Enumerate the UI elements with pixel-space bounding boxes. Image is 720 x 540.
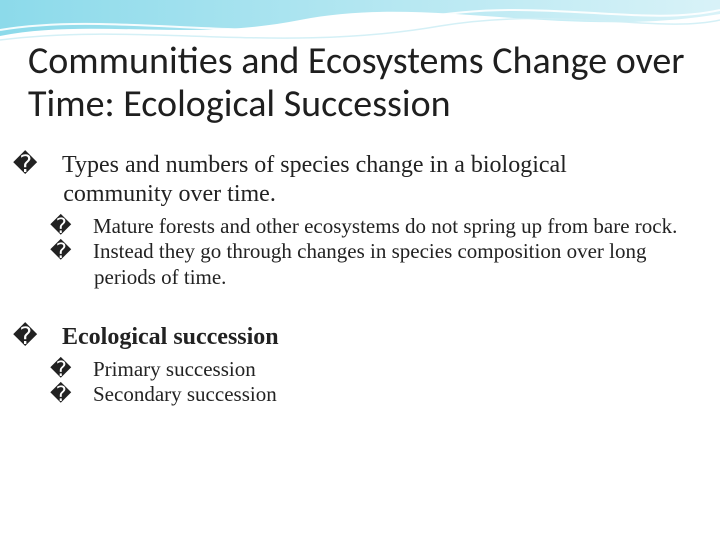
slide-title: Communities and Ecosystems Change over T… xyxy=(28,40,692,125)
body-content: �Types and numbers of species change in … xyxy=(38,150,682,408)
bullet-text: Secondary succession xyxy=(93,382,277,406)
bullet-text: Ecological succession xyxy=(62,324,279,350)
bullet-level1: �Types and numbers of species change in … xyxy=(38,150,682,210)
bullet-level2: �Secondary succession xyxy=(72,382,682,408)
square-bullet-icon: � xyxy=(72,214,93,240)
bullet-level1: �Ecological succession xyxy=(38,322,682,352)
bullet-text: Instead they go through changes in speci… xyxy=(93,239,646,289)
bullet-text: Mature forests and other ecosystems do n… xyxy=(93,214,677,238)
bullet-text: Primary succession xyxy=(93,357,256,381)
bullet-level2: �Mature forests and other ecosystems do … xyxy=(72,214,682,240)
square-bullet-icon: � xyxy=(38,150,62,179)
bullet-text: Types and numbers of species change in a… xyxy=(62,152,567,207)
square-bullet-icon: � xyxy=(72,382,93,408)
square-bullet-icon: � xyxy=(38,322,62,351)
bullet-level2: �Instead they go through changes in spec… xyxy=(72,239,682,290)
square-bullet-icon: � xyxy=(72,239,93,265)
square-bullet-icon: � xyxy=(72,357,93,383)
bullet-level2: �Primary succession xyxy=(72,357,682,383)
